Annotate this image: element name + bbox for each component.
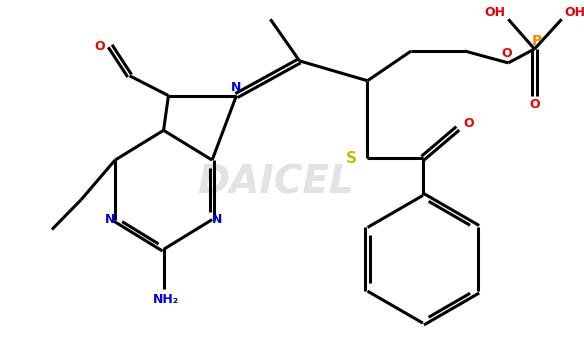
Text: P: P — [531, 34, 542, 48]
Text: O: O — [529, 98, 540, 111]
Text: NH₂: NH₂ — [154, 293, 179, 306]
Text: N: N — [231, 81, 242, 94]
Text: O: O — [502, 47, 512, 60]
Text: DAICEL: DAICEL — [197, 164, 354, 202]
Text: O: O — [464, 117, 474, 130]
Text: OH: OH — [485, 6, 505, 19]
Text: OH: OH — [565, 6, 584, 19]
Text: N: N — [211, 213, 222, 226]
Text: S: S — [346, 151, 357, 166]
Text: O: O — [94, 39, 105, 52]
Text: N: N — [105, 213, 116, 226]
